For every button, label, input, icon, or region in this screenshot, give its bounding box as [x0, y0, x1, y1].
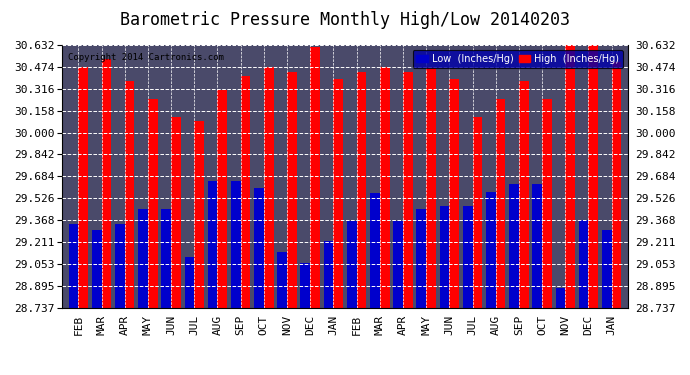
Bar — [611, 62, 622, 308]
Bar — [79, 68, 88, 308]
Bar — [92, 230, 101, 308]
Bar — [241, 76, 250, 307]
Bar — [393, 221, 403, 308]
Bar — [287, 72, 297, 308]
Bar — [579, 220, 589, 308]
Bar — [101, 59, 111, 308]
Bar — [565, 45, 575, 308]
Bar — [264, 68, 273, 308]
Bar — [417, 209, 426, 308]
Text: Barometric Pressure Monthly High/Low 20140203: Barometric Pressure Monthly High/Low 201… — [120, 11, 570, 29]
Bar — [171, 117, 181, 308]
Bar — [195, 122, 204, 308]
Bar — [542, 99, 552, 308]
Bar — [333, 78, 343, 308]
Bar — [555, 288, 565, 308]
Bar — [161, 209, 171, 308]
Text: Copyright 2014 Cartronics.com: Copyright 2014 Cartronics.com — [68, 53, 224, 62]
Bar — [125, 81, 135, 308]
Bar — [449, 78, 459, 308]
Bar — [115, 224, 125, 308]
Bar — [217, 90, 227, 308]
Bar — [357, 72, 366, 308]
Bar — [208, 181, 217, 308]
Bar — [370, 194, 380, 308]
Bar — [138, 209, 148, 308]
Legend: Low  (Inches/Hg), High  (Inches/Hg): Low (Inches/Hg), High (Inches/Hg) — [413, 50, 623, 68]
Bar — [473, 117, 482, 308]
Bar — [589, 45, 598, 308]
Bar — [519, 81, 529, 308]
Bar — [509, 184, 519, 308]
Bar — [184, 257, 195, 307]
Bar — [380, 68, 390, 308]
Bar — [310, 46, 320, 308]
Bar — [324, 241, 333, 308]
Bar — [440, 206, 449, 308]
Bar — [495, 99, 506, 308]
Bar — [347, 221, 357, 308]
Bar — [486, 192, 495, 308]
Bar — [231, 181, 241, 308]
Bar — [277, 252, 287, 308]
Bar — [426, 68, 436, 308]
Bar — [68, 224, 79, 308]
Bar — [254, 188, 264, 308]
Bar — [602, 230, 611, 308]
Bar — [403, 72, 413, 308]
Bar — [300, 263, 310, 308]
Bar — [533, 184, 542, 308]
Bar — [463, 206, 473, 308]
Bar — [148, 99, 157, 308]
